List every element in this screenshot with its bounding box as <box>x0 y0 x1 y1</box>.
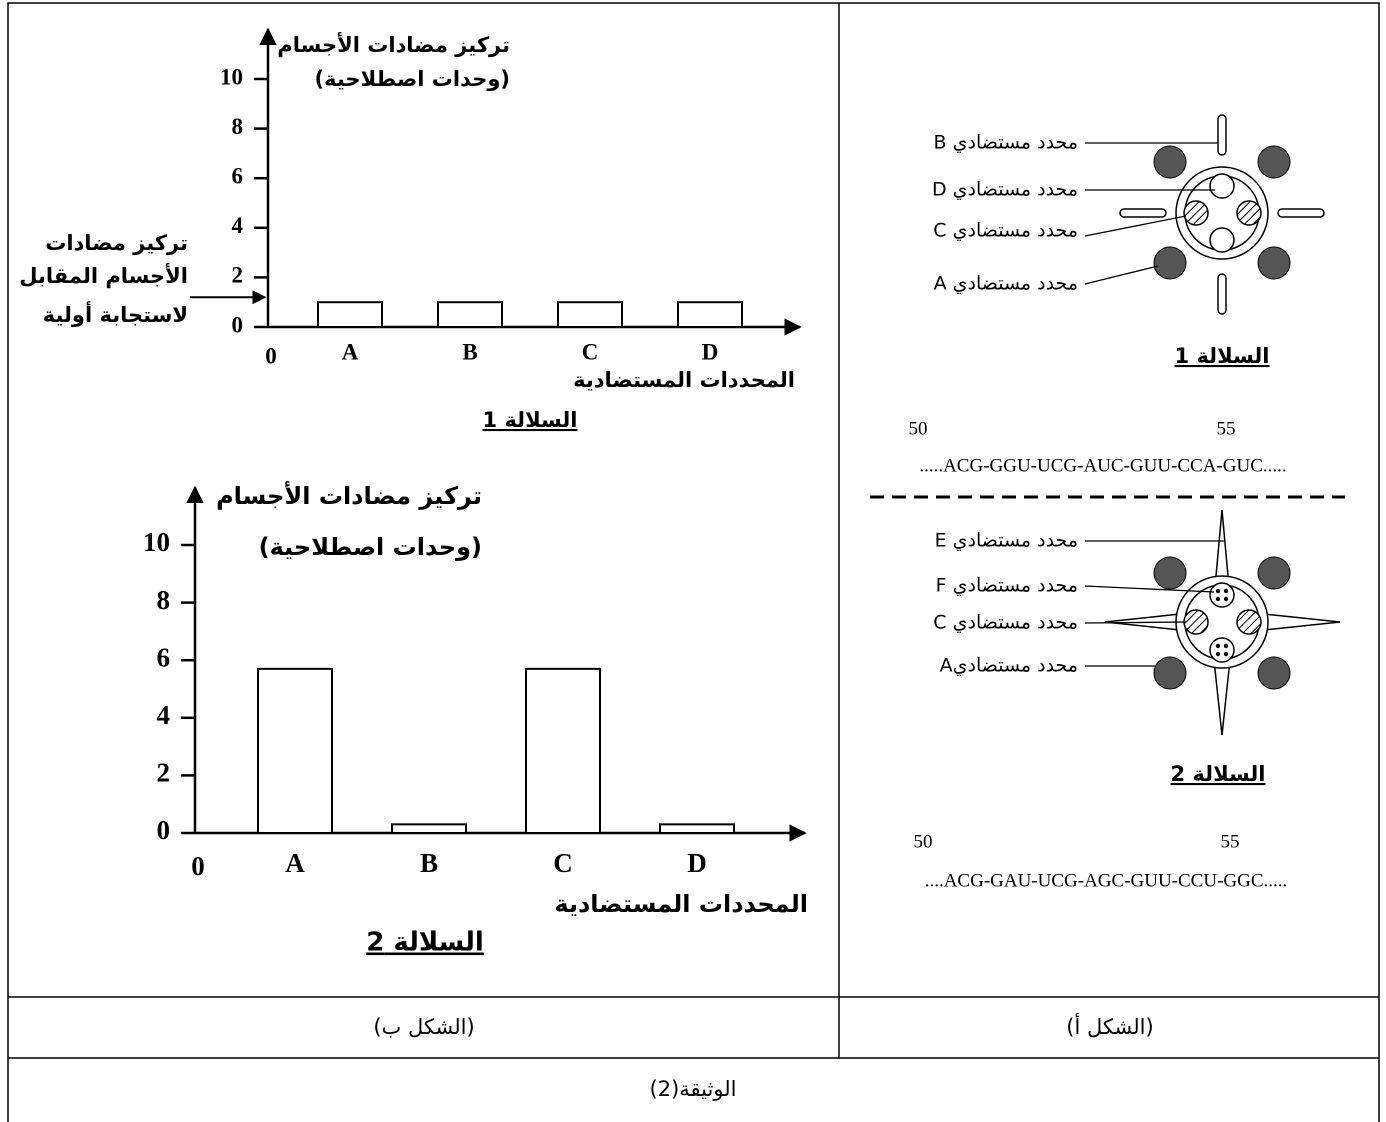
x-origin-label: 0 <box>265 343 277 368</box>
y-tick-label: 8 <box>232 114 244 139</box>
sequence: ....ACG-GAU-UCG-AGC-GUU-CCU-GGC..... <box>925 870 1288 891</box>
position-number: 55 <box>1217 418 1236 439</box>
strain-1-diagram <box>1084 114 1325 315</box>
x-tick-label: D <box>687 848 707 878</box>
table-frame <box>7 2 1380 1122</box>
figure-caption: (الشكل ب) <box>373 1015 474 1039</box>
x-tick-label: A <box>285 848 305 878</box>
antigen-label: محدد مستضادي E <box>935 530 1078 552</box>
x-tick-label: A <box>342 339 359 364</box>
y-tick-label: 6 <box>232 163 244 188</box>
y-tick-label: 6 <box>157 642 171 672</box>
x-axis-label: المحددات المستضادية <box>554 890 808 918</box>
chart-title: السلالة 1 <box>483 408 578 432</box>
antigen-label: محدد مستضادي C <box>933 220 1078 242</box>
bar <box>391 823 467 834</box>
x-tick-label: D <box>702 339 719 364</box>
y-tick-label: 4 <box>232 213 244 238</box>
position-number: 55 <box>1221 831 1240 852</box>
strain-caption: السلالة 1 <box>1175 344 1270 368</box>
annotation: لاستجابة أولية <box>43 300 188 327</box>
x-tick-label: C <box>582 339 599 364</box>
bar <box>659 823 735 834</box>
y-tick-label: 2 <box>232 263 244 288</box>
position-number: 50 <box>914 831 933 852</box>
strain-caption: السلالة 2 <box>1171 762 1266 786</box>
x-axis-label: المحددات المستضادية <box>573 368 795 392</box>
bar <box>437 301 503 329</box>
bar <box>557 301 623 329</box>
antigen-label: محدد مستضاديA <box>940 655 1078 677</box>
x-tick-label: B <box>462 339 477 364</box>
strain-2-diagram <box>1084 509 1341 736</box>
x-tick-label: C <box>553 848 573 878</box>
antigen-label: محدد مستضادي F <box>936 575 1078 597</box>
bar <box>525 667 601 835</box>
y-axis-label: تركيز مضادات الأجسام <box>216 481 482 510</box>
document-title: الوثيقة(2) <box>650 1077 737 1101</box>
x-origin-label: 0 <box>191 851 205 881</box>
annotation: تركيز مضادات <box>45 231 188 255</box>
y-axis-label: تركيز مضادات الأجسام <box>277 31 510 57</box>
y-tick-label: 4 <box>157 700 171 730</box>
bar <box>317 301 383 329</box>
annotation: الأجسام المقابل <box>19 262 188 288</box>
y-tick-label: 8 <box>157 585 171 615</box>
y-tick-label: 2 <box>157 758 171 788</box>
bar <box>677 301 743 329</box>
x-tick-label: B <box>420 848 438 878</box>
y-tick-label: 0 <box>232 312 244 337</box>
antigen-label: محدد مستضادي C <box>933 612 1078 634</box>
bar <box>257 667 333 835</box>
position-number: 50 <box>909 418 928 439</box>
sequence: .....ACG-GGU-UCG-AUC-GUU-CCA-GUC..... <box>919 455 1286 476</box>
y-tick-label: 10 <box>220 64 243 89</box>
antigen-label: محدد مستضادي D <box>932 179 1078 201</box>
y-tick-label: 10 <box>143 527 170 557</box>
y-axis-label: (وحدات اصطلاحية) <box>259 533 482 561</box>
figure-caption: (الشكل أ) <box>1066 1013 1153 1039</box>
antigen-label: محدد مستضادي A <box>934 273 1078 295</box>
y-tick-label: 0 <box>157 815 171 845</box>
chart-title: السلالة 2 <box>366 928 484 958</box>
antigen-label: محدد مستضادي B <box>934 132 1078 154</box>
y-axis-label: (وحدات اصطلاحية) <box>315 67 510 91</box>
